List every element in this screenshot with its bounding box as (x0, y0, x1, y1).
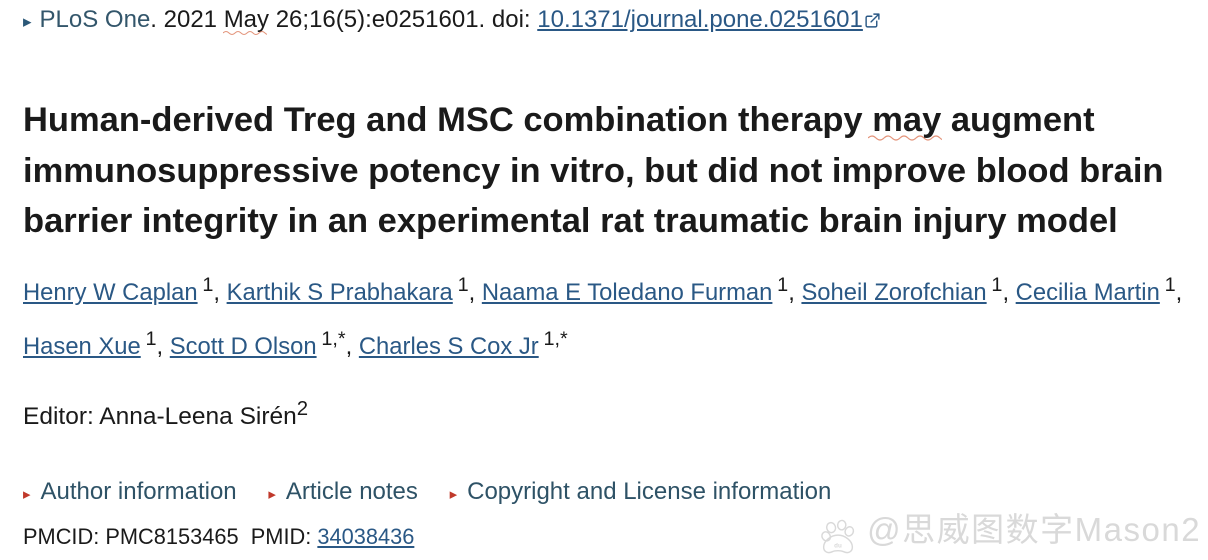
svg-text:du: du (834, 543, 842, 550)
